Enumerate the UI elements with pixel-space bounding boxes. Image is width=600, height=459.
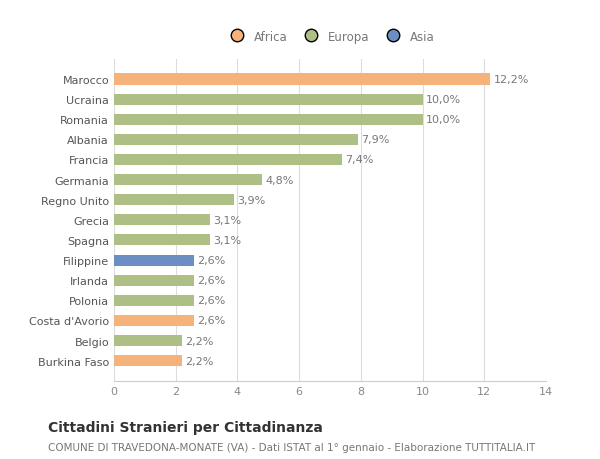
Text: 7,4%: 7,4% xyxy=(346,155,374,165)
Text: COMUNE DI TRAVEDONA-MONATE (VA) - Dati ISTAT al 1° gennaio - Elaborazione TUTTIT: COMUNE DI TRAVEDONA-MONATE (VA) - Dati I… xyxy=(48,442,535,452)
Text: 2,6%: 2,6% xyxy=(197,256,226,265)
Bar xyxy=(114,355,182,366)
Bar xyxy=(114,295,194,306)
Bar xyxy=(114,255,194,266)
Text: 2,6%: 2,6% xyxy=(197,296,226,306)
Bar xyxy=(114,235,209,246)
Text: 10,0%: 10,0% xyxy=(425,95,461,105)
Bar xyxy=(114,195,235,206)
Text: 3,1%: 3,1% xyxy=(213,235,241,246)
Bar xyxy=(114,114,422,125)
Text: Cittadini Stranieri per Cittadinanza: Cittadini Stranieri per Cittadinanza xyxy=(48,420,323,434)
Text: 2,6%: 2,6% xyxy=(197,316,226,326)
Text: 3,1%: 3,1% xyxy=(213,215,241,225)
Text: 10,0%: 10,0% xyxy=(425,115,461,125)
Text: 4,8%: 4,8% xyxy=(265,175,293,185)
Text: 2,2%: 2,2% xyxy=(185,336,214,346)
Bar xyxy=(114,174,262,186)
Bar xyxy=(114,335,182,346)
Bar xyxy=(114,74,490,85)
Bar xyxy=(114,134,358,146)
Bar xyxy=(114,155,343,166)
Text: 12,2%: 12,2% xyxy=(494,75,529,85)
Bar xyxy=(114,95,422,106)
Text: 2,2%: 2,2% xyxy=(185,356,214,366)
Text: 3,9%: 3,9% xyxy=(238,195,266,205)
Text: 2,6%: 2,6% xyxy=(197,275,226,285)
Bar xyxy=(114,275,194,286)
Text: 7,9%: 7,9% xyxy=(361,135,389,145)
Legend: Africa, Europa, Asia: Africa, Europa, Asia xyxy=(222,27,438,47)
Bar xyxy=(114,315,194,326)
Bar xyxy=(114,215,209,226)
